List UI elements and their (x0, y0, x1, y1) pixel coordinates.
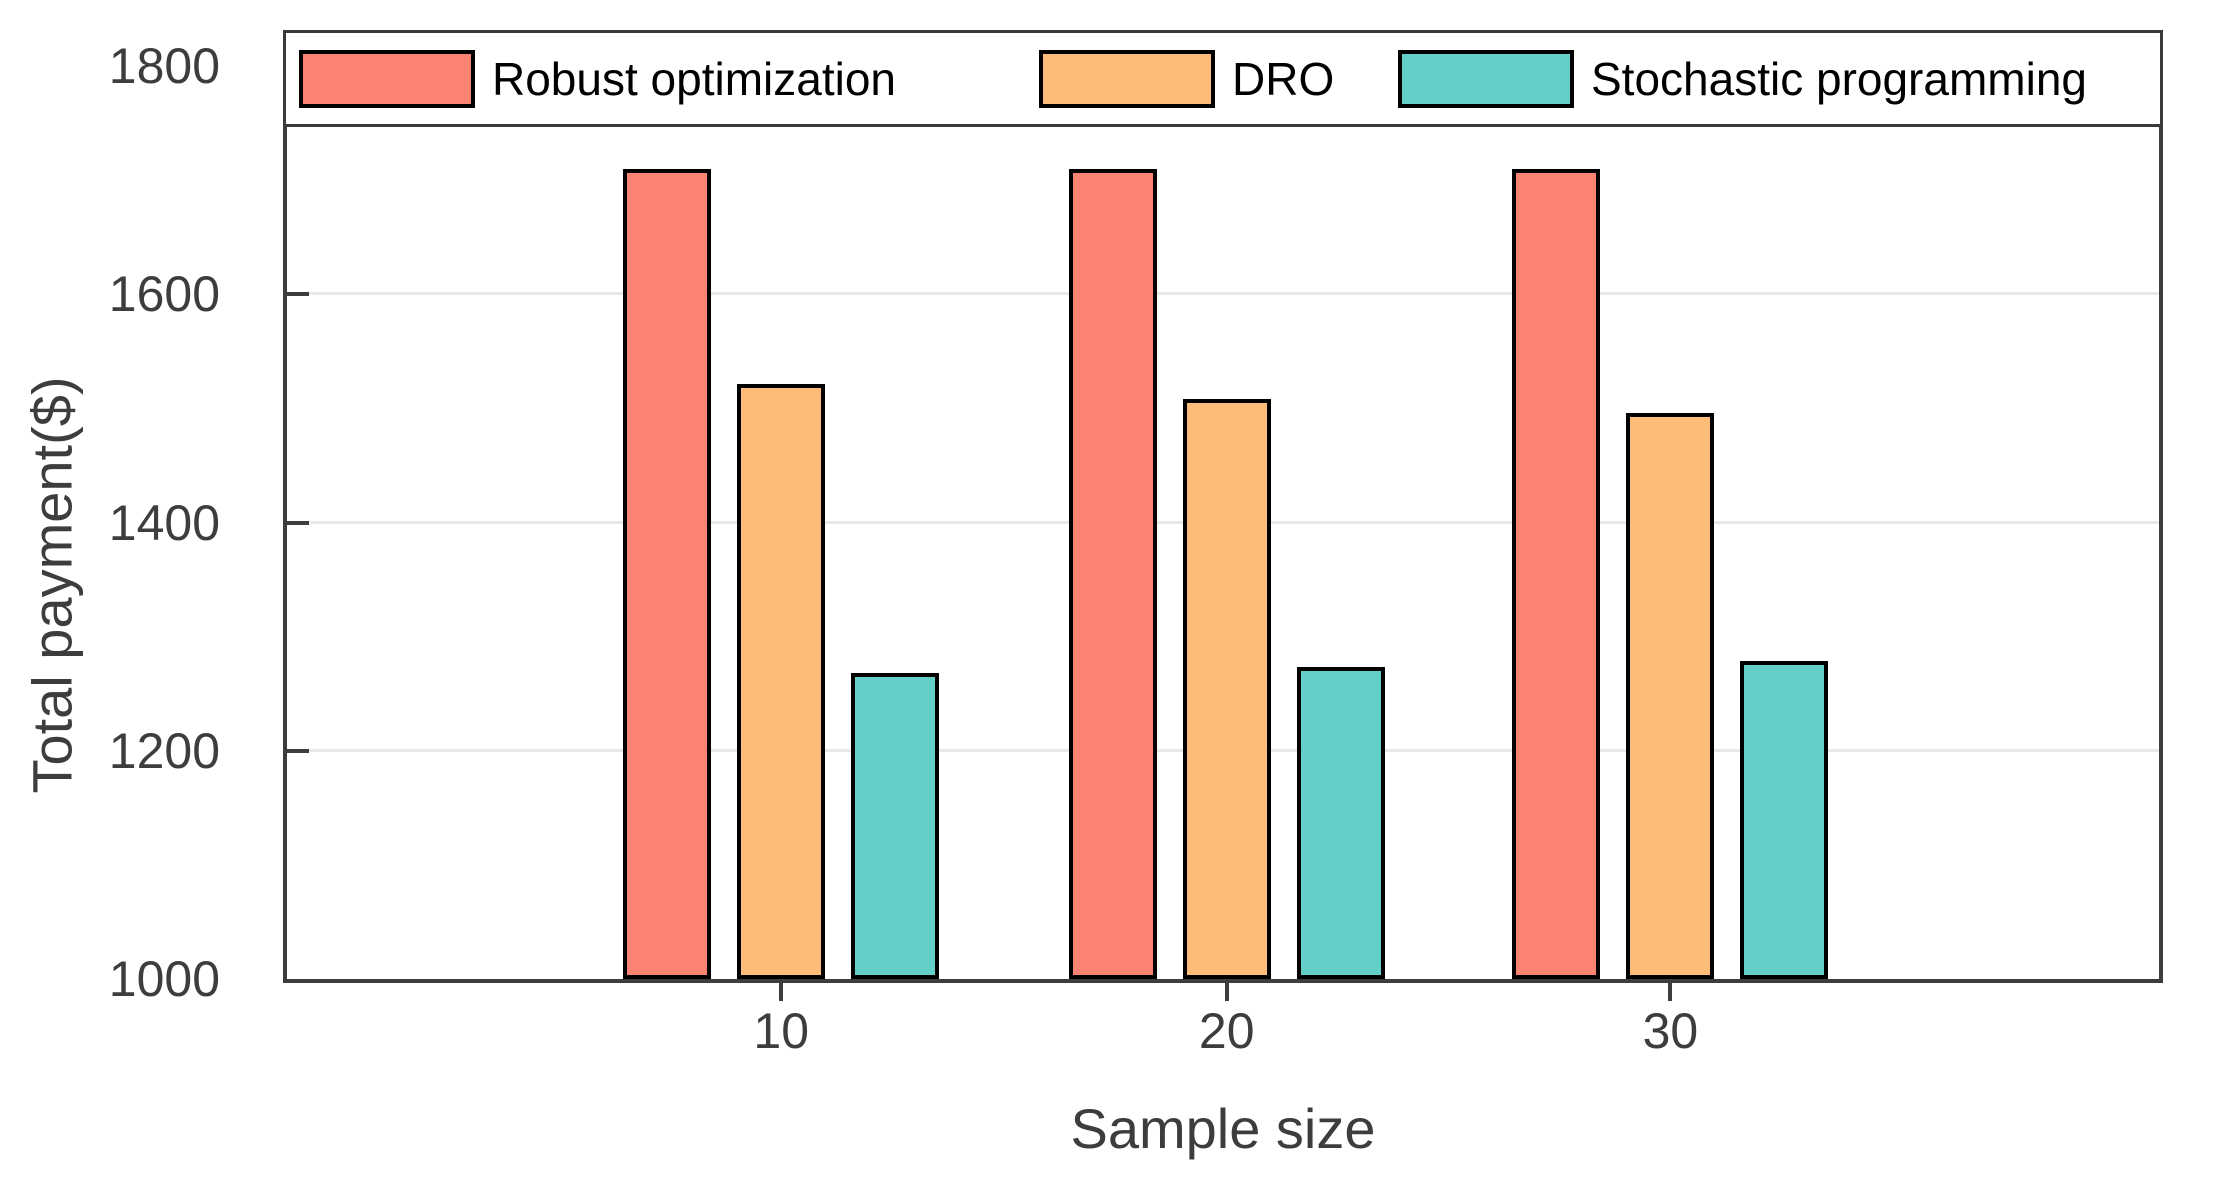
legend-swatch-dro (1039, 49, 1215, 108)
x-tick-label-20: 20 (1198, 1003, 1255, 1059)
bar-stochastic-programming-10 (851, 673, 940, 979)
bar-robust-optimization-30 (1512, 168, 1601, 979)
y-tick-label-1000: 1000 (108, 951, 220, 1007)
bar-dro-20 (1182, 399, 1271, 979)
bar-stochastic-programming-30 (1740, 660, 1829, 979)
legend-swatch-stochastic-programming (1398, 49, 1574, 108)
y-tick-1200 (287, 748, 309, 753)
x-axis-label: Sample size (1070, 1097, 1376, 1160)
bar-stochastic-programming-20 (1296, 667, 1385, 979)
x-tick-20 (1224, 983, 1229, 1001)
x-tick-label-30: 30 (1642, 1003, 1699, 1059)
gridline-1600 (287, 292, 2159, 296)
legend-entry-dro: DRO (1039, 33, 1334, 124)
legend: Robust optimization DRO Stochastic progr… (283, 30, 2163, 127)
x-tick-label-10: 10 (753, 1003, 810, 1059)
y-tick-1600 (287, 292, 309, 297)
bar-dro-10 (737, 384, 826, 979)
legend-swatch-robust-optimization (299, 49, 475, 108)
bar-robust-optimization-10 (623, 168, 712, 979)
y-tick-label-1600: 1600 (108, 266, 220, 323)
legend-label-robust-optimization: Robust optimization (492, 52, 896, 105)
legend-entry-robust-optimization: Robust optimization (299, 33, 896, 124)
legend-entry-stochastic-programming: Stochastic programming (1398, 33, 2087, 124)
bar-dro-30 (1626, 412, 1715, 979)
legend-label-stochastic-programming: Stochastic programming (1591, 52, 2087, 105)
plot-area (283, 62, 2163, 983)
y-tick-1400 (287, 520, 309, 525)
y-tick-label-1200: 1200 (108, 722, 220, 779)
y-tick-label-1400: 1400 (108, 494, 220, 551)
y-tick-label-1800: 1800 (108, 38, 220, 94)
x-tick-10 (779, 983, 784, 1001)
x-tick-30 (1668, 983, 1673, 1001)
legend-label-dro: DRO (1232, 52, 1335, 105)
bar-robust-optimization-20 (1068, 168, 1157, 979)
